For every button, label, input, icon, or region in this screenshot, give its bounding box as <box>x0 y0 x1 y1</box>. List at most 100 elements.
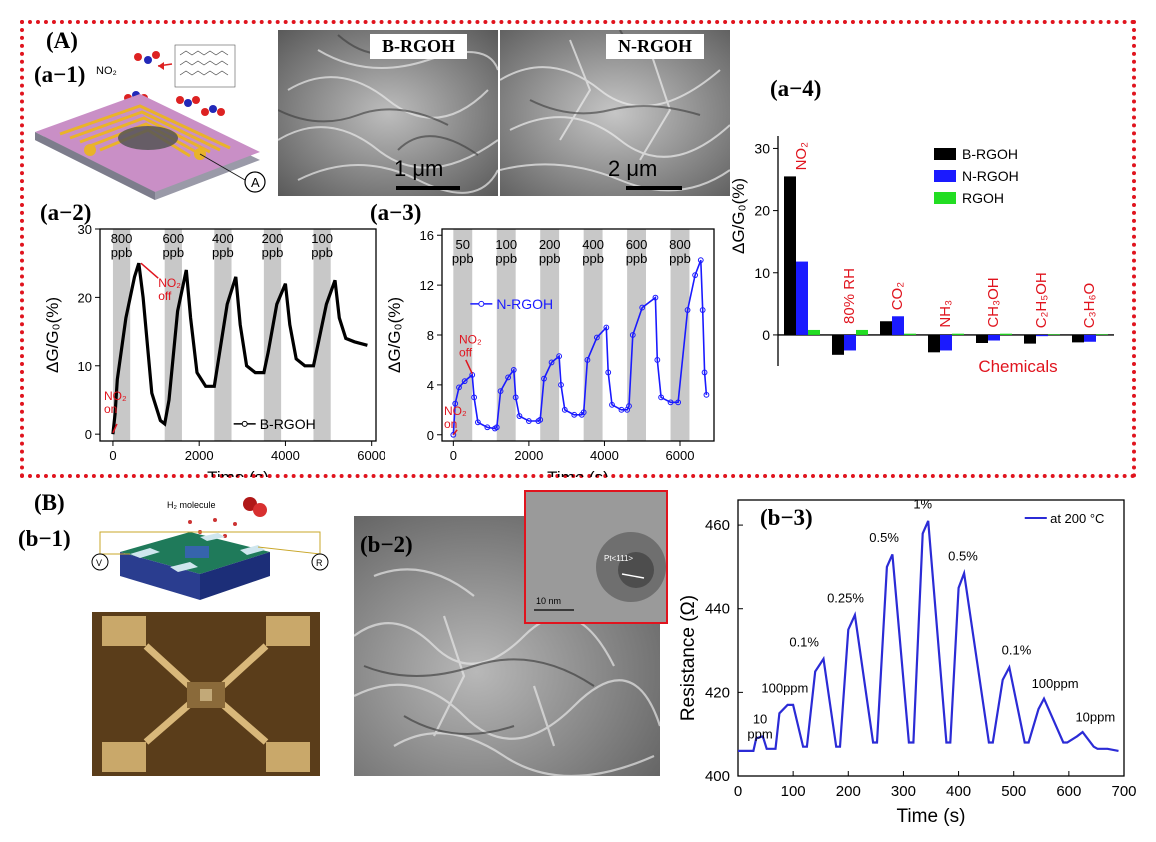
category-label: C₂H₅OH <box>1033 272 1050 328</box>
legend-swatch-rgoh <box>934 192 956 204</box>
chart-b3: 0 100 200 300 400 500 600 700 400 420 440 460 Time (… <box>678 496 1137 827</box>
annotation-no2-on: NO₂ on <box>104 389 127 416</box>
concentration-label: 100 ppb <box>495 237 517 266</box>
data-point <box>556 353 563 360</box>
pt-lattice-label: Pt<111> <box>604 554 634 563</box>
peak-label: 0.5% <box>869 530 899 545</box>
scale-bar <box>396 186 460 190</box>
bar-b-rgoh <box>832 334 844 355</box>
concentration-label: 800 ppb <box>669 237 691 266</box>
x-tick-label: 300 <box>891 783 916 800</box>
h2-molecule-icon <box>188 497 267 538</box>
bar-b-rgoh <box>784 176 796 335</box>
peak-label: 0.5% <box>948 549 978 564</box>
shaded-band <box>627 229 646 441</box>
legend-label: B-RGOH <box>962 146 1018 162</box>
x-axis-label: Time (s) <box>207 468 269 477</box>
data-point <box>548 359 555 366</box>
y-tick-label: 20 <box>78 290 92 305</box>
chart-a3: 0 2000 4000 6000 0 4 8 12 16 Time (s) ΔG/G₀(%) 50pp… <box>385 228 715 477</box>
y-axis-label: ΔG/G₀(%) <box>385 297 404 373</box>
y-tick-label: 10 <box>78 359 92 374</box>
data-point <box>684 307 691 313</box>
x-tick-label: 4000 <box>271 448 300 463</box>
legend-swatch-b-rgoh <box>934 148 956 160</box>
x-tick-label: 0 <box>109 448 116 463</box>
data-point <box>667 399 674 406</box>
category-label: NH₃ <box>937 300 954 328</box>
y-tick-label: 460 <box>705 517 730 534</box>
bar-rgoh <box>952 333 964 335</box>
y-axis-label: ΔG/G₀(%) <box>43 297 62 373</box>
bar-rgoh <box>1048 334 1060 335</box>
subpanel-a2-label: (a−2) <box>40 200 92 225</box>
annotation-arrow <box>465 359 473 374</box>
sem-image-n-rgoh: N-RGOH 2 μm <box>500 30 730 196</box>
peak-label: 0.25% <box>827 590 864 605</box>
b1-h2-sensor-schematic: H₂ molecule V R <box>91 497 329 600</box>
shaded-band <box>313 229 331 441</box>
x-tick-label: 400 <box>946 783 971 800</box>
y-tick-label: 0 <box>85 427 92 442</box>
data-point <box>510 367 517 373</box>
bar-b-rgoh <box>880 321 892 335</box>
concentration-label: 100 ppb <box>311 231 333 260</box>
data-point <box>654 357 661 363</box>
data-point <box>571 411 578 418</box>
svg-text:R: R <box>316 558 323 568</box>
annotation-no2-on: NO₂ on <box>444 404 467 431</box>
legend-label: N-RGOH <box>962 168 1019 184</box>
concentration-label: 600 ppb <box>626 237 648 266</box>
graphene-flake-icon <box>157 44 236 88</box>
bar-n-rgoh <box>940 334 952 351</box>
legend-swatch-n-rgoh <box>934 170 956 182</box>
concentration-label: 600 ppb <box>162 231 184 260</box>
data-point <box>541 375 547 382</box>
category-label: C₃H₆O <box>1081 283 1098 329</box>
x-tick-label: 0 <box>450 448 457 463</box>
bar-n-rgoh <box>892 316 904 335</box>
data-point <box>609 401 615 408</box>
data-point <box>658 394 665 401</box>
y-tick-label: 420 <box>705 684 730 701</box>
chart-a4: 0 10 20 30 ΔG/G₀(%) NO₂ 80% RH CO₂ NH₃ CH₃OH C₂H₅O… <box>730 136 1114 376</box>
data-point <box>593 334 600 341</box>
category-label: NO₂ <box>793 142 810 171</box>
legend-label: RGOH <box>962 190 1004 206</box>
chart-a2: 0 2000 4000 6000 0 10 20 30 Time (s) ΔG/G₀(%) 800p… <box>43 222 385 477</box>
annotation-no2-off: NO₂ off <box>158 276 181 303</box>
legend-label: at 200 °C <box>1050 511 1104 526</box>
data-point <box>456 384 462 391</box>
bar-n-rgoh <box>796 261 808 335</box>
data-point <box>516 413 523 419</box>
panel-b-label: (B) <box>34 490 65 515</box>
data-point <box>618 406 625 413</box>
data-point <box>580 409 587 416</box>
annotation-arrow <box>112 423 118 434</box>
data-point <box>603 324 610 331</box>
x-axis-label: Chemicals <box>978 357 1057 376</box>
concentration-label: 400 ppb <box>582 237 604 266</box>
sem-image-b-rgoh: B-RGOH 1 μm <box>278 30 498 196</box>
concentration-label: 800 ppb <box>111 231 133 260</box>
y-tick-label: 8 <box>427 328 434 343</box>
series-line-resistance <box>738 520 1119 752</box>
annotation-arrow <box>452 429 458 436</box>
bar-b-rgoh <box>1072 334 1084 343</box>
data-point <box>452 400 459 407</box>
bar-n-rgoh <box>988 334 1000 341</box>
series-line-n-rgoh <box>452 259 708 435</box>
legend-marker-dot <box>241 420 248 427</box>
x-tick-label: 100 <box>781 783 806 800</box>
subpanel-a1-label: (a−1) <box>34 62 86 87</box>
concentration-label: 200 ppb <box>539 237 561 266</box>
bar-b-rgoh <box>976 334 988 343</box>
shaded-band <box>540 229 560 441</box>
data-point <box>471 394 478 401</box>
peak-label: 100ppm <box>1032 676 1079 691</box>
peak-label: 100ppm <box>761 680 808 695</box>
data-point <box>626 403 632 409</box>
data-point <box>474 419 481 426</box>
bar-n-rgoh <box>1084 334 1096 342</box>
